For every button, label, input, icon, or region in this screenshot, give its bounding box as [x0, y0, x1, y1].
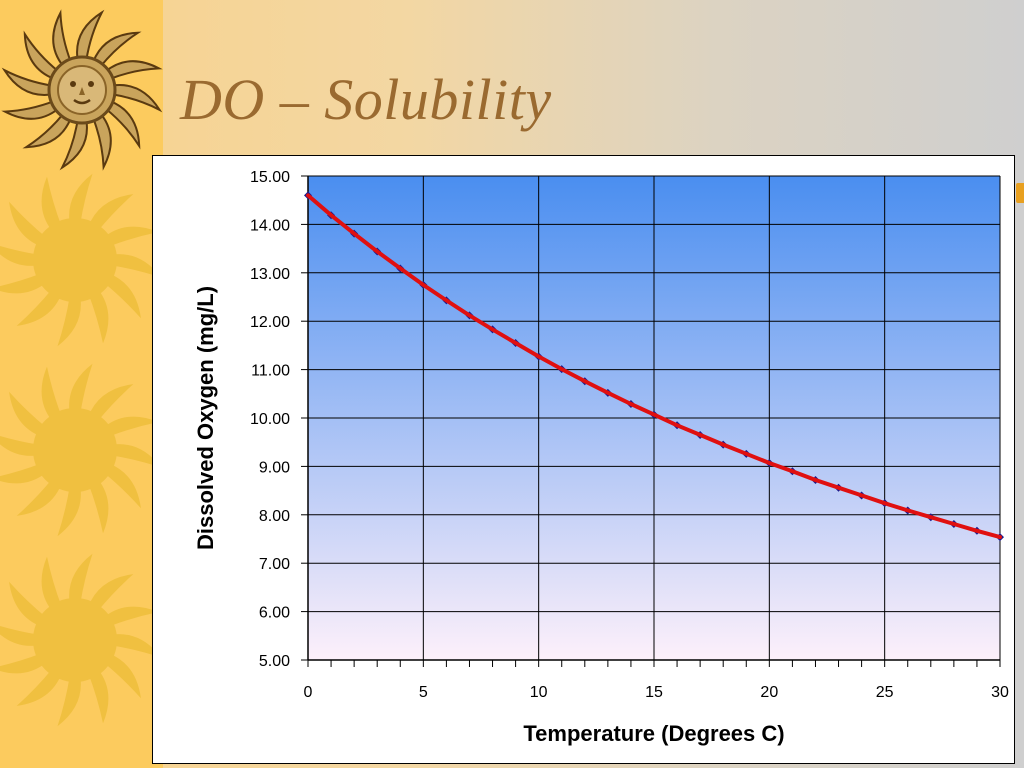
- y-tick-label: 11.00: [251, 363, 290, 380]
- y-tick-label: 6.00: [259, 605, 290, 622]
- y-tick-label: 10.00: [250, 411, 290, 428]
- slide-title: DO – Solubility: [180, 67, 552, 132]
- decorative-sidebar: [0, 0, 163, 768]
- y-tick-label: 14.00: [250, 217, 290, 234]
- y-axis-title: Dissolved Oxygen (mg/L): [193, 286, 218, 550]
- x-tick-label: 15: [645, 684, 663, 701]
- y-tick-label: 9.00: [259, 459, 290, 476]
- x-tick-label: 30: [991, 684, 1009, 701]
- x-tick-label: 25: [876, 684, 894, 701]
- y-tick-label: 12.00: [250, 314, 290, 331]
- chart-frame: 5.00 6.00 7.00 8.00 9.00 10.00 11.00 12.00 13.00…: [152, 155, 1015, 764]
- y-tick-label: 5.00: [259, 653, 290, 670]
- dissolved-oxygen-chart: 5.00 6.00 7.00 8.00 9.00 10.00 11.00 12.00 13.00…: [193, 169, 1009, 746]
- trend-line: [306, 193, 1002, 540]
- x-tick-label: 5: [419, 684, 428, 701]
- sun-icon: [0, 363, 162, 537]
- sun-face-icon: [1, 9, 163, 171]
- x-tick-label: 20: [760, 684, 778, 701]
- y-tick-label: 7.00: [259, 556, 290, 573]
- sun-icon: [0, 553, 162, 727]
- x-axis-title: Temperature (Degrees C): [523, 721, 784, 746]
- right-edge-accent: [1016, 183, 1024, 203]
- y-tick-label: 13.00: [250, 266, 290, 283]
- x-tick-label: 10: [530, 684, 548, 701]
- sun-icon: [0, 173, 162, 347]
- sidebar-suns: [0, 9, 163, 727]
- y-tick-label: 8.00: [259, 508, 290, 525]
- x-tick-label: 0: [304, 684, 313, 701]
- y-tick-label: 15.00: [250, 169, 290, 186]
